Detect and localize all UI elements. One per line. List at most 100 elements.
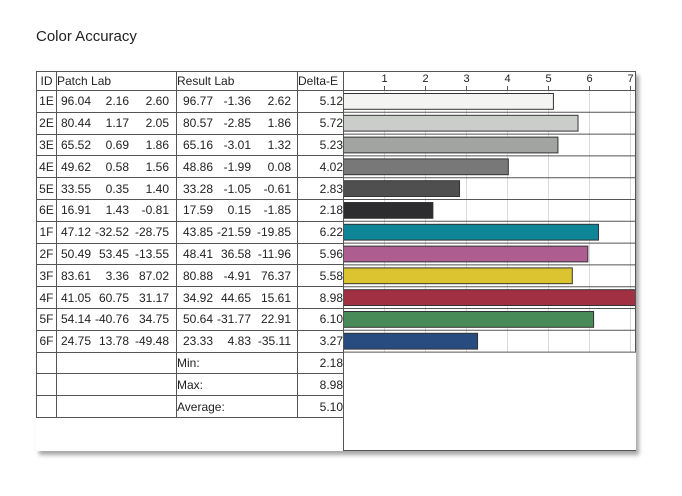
patch-lab-value: 3.36 [105, 268, 129, 283]
patch-id: 6F [36, 329, 57, 353]
patch-lab-values: 65.52 0.69 1.86 [56, 133, 177, 157]
result-lab-trio: 80.88 -4.91 76.37 [177, 269, 293, 283]
tick-label: 3 [463, 73, 469, 85]
patch-lab-value: 54.14 [60, 312, 91, 327]
patch-lab-trio: 16.91 1.43 -0.81 [57, 203, 171, 217]
patch-lab-value: 0.69 [105, 137, 129, 152]
patch-lab-value: -28.75 [134, 225, 169, 240]
patch-lab-value: 1.56 [145, 159, 169, 174]
patch-lab-value: 34.75 [138, 312, 169, 327]
patch-id: 4F [36, 286, 57, 309]
summary-blank [56, 351, 177, 375]
delta-e-value: 6.10 [297, 307, 344, 331]
result-lab-value: -11.96 [257, 246, 291, 261]
patch-lab-trio: 54.14 -40.76 34.75 [57, 312, 171, 326]
bar-3F [343, 267, 573, 285]
patch-lab-trio: 49.62 0.58 1.56 [57, 160, 171, 174]
result-lab-value: 80.88 [182, 268, 213, 283]
bar-6E [343, 202, 434, 219]
tick-label: 5 [545, 73, 551, 85]
patch-lab-value: 83.61 [60, 268, 91, 283]
result-lab-values: 43.85 -21.59 -19.85 [176, 220, 298, 244]
result-lab-trio: 65.16 -3.01 1.32 [177, 138, 293, 152]
result-lab-value: 80.57 [182, 116, 213, 131]
patch-lab-value: 16.91 [60, 203, 91, 218]
result-lab-value: -0.61 [263, 181, 291, 196]
summary-blank [56, 373, 177, 397]
result-lab-value: 0.08 [267, 159, 291, 174]
patch-lab-value: 1.40 [145, 181, 169, 196]
delta-e-value: 4.02 [297, 155, 344, 179]
patch-id: 4E [36, 155, 57, 179]
patch-lab-value: 24.75 [60, 334, 91, 349]
tick-label: 7 [627, 73, 633, 85]
table-row: 5E 33.55 0.35 1.40 33.28 -1.05 -0.61 2.83 [36, 177, 344, 200]
table-row: 2F 50.49 53.45 -13.55 48.41 36.58 -11.96 5.96 [36, 242, 344, 266]
delta-e-value: 5.23 [297, 133, 344, 157]
result-lab-value: 34.92 [182, 290, 213, 305]
table-row: 2E 80.44 1.17 2.05 80.57 -2.85 1.86 5.72 [36, 111, 344, 135]
patch-lab-value: -49.48 [134, 334, 169, 349]
patch-lab-trio: 83.61 3.36 87.02 [57, 269, 171, 283]
result-lab-values: 17.59 0.15 -1.85 [176, 198, 298, 222]
result-lab-trio: 50.64 -31.77 22.91 [177, 312, 293, 326]
delta-e-value: 5.58 [297, 264, 344, 288]
header-result-lab: Result Lab [176, 71, 298, 91]
result-lab-value: -21.59 [216, 225, 251, 240]
table-row: 6F 24.75 13.78 -49.48 23.33 4.83 -35.11 3.27 [36, 329, 344, 353]
patch-lab-trio: 41.05 60.75 31.17 [57, 291, 171, 305]
patch-lab-trio: 24.75 13.78 -49.48 [57, 334, 171, 348]
patch-lab-values: 41.05 60.75 31.17 [56, 286, 177, 309]
summary-blank [36, 373, 57, 397]
result-lab-value: 48.86 [182, 159, 213, 174]
result-lab-value: 44.65 [220, 290, 251, 305]
patch-lab-trio: 96.04 2.16 2.60 [57, 94, 171, 108]
result-lab-trio: 80.57 -2.85 1.86 [177, 116, 293, 130]
result-lab-values: 23.33 4.83 -35.11 [176, 329, 298, 353]
patch-lab-values: 80.44 1.17 2.05 [56, 111, 177, 135]
patch-lab-value: 47.12 [60, 225, 91, 240]
patch-id: 2F [36, 242, 57, 266]
bar-4E [343, 158, 509, 176]
header-id: ID [36, 71, 57, 91]
summary-label: Max: [176, 373, 298, 397]
patch-lab-value: 2.05 [145, 116, 169, 131]
result-lab-value: -1.36 [223, 94, 251, 109]
bar-2F [343, 245, 589, 263]
patch-id: 3E [36, 133, 57, 157]
patch-id: 2E [36, 111, 57, 135]
result-lab-trio: 34.92 44.65 15.61 [177, 291, 293, 305]
table-row: 3F 83.61 3.36 87.02 80.88 -4.91 76.37 5.58 [36, 264, 344, 288]
patch-lab-value: 41.05 [60, 290, 91, 305]
patch-id: 3F [36, 264, 57, 288]
summary-row: Max: 8.98 [36, 373, 344, 397]
patch-lab-trio: 50.49 53.45 -13.55 [57, 247, 171, 261]
tick-label: 2 [422, 73, 428, 85]
result-lab-values: 33.28 -1.05 -0.61 [176, 177, 298, 200]
delta-e-bar-chart: 1 2 3 4 5 6 7 [343, 71, 636, 451]
patch-id: 6E [36, 198, 57, 222]
patch-lab-value: 0.35 [105, 181, 129, 196]
table-row: 6E 16.91 1.43 -0.81 17.59 0.15 -1.85 2.18 [36, 198, 344, 222]
result-lab-value: 96.77 [182, 94, 213, 109]
table-row: 3E 65.52 0.69 1.86 65.16 -3.01 1.32 5.23 [36, 133, 344, 157]
result-lab-trio: 33.28 -1.05 -0.61 [177, 182, 293, 196]
bar-2E [343, 114, 579, 132]
result-lab-values: 65.16 -3.01 1.32 [176, 133, 298, 157]
bar-3E [343, 136, 559, 154]
color-accuracy-table: ID Patch Lab Result Lab Delta-E 1E 96.04 2… [36, 71, 636, 451]
table-row: 1E 96.04 2.16 2.60 96.77 -1.36 2.62 5.12 [36, 90, 344, 113]
patch-lab-values: 16.91 1.43 -0.81 [56, 198, 177, 222]
patch-lab-value: -0.81 [141, 203, 169, 218]
delta-e-value: 5.72 [297, 111, 344, 135]
result-lab-values: 80.57 -2.85 1.86 [176, 111, 298, 135]
result-lab-value: 23.33 [182, 334, 213, 349]
result-lab-value: 50.64 [182, 312, 213, 327]
patch-lab-values: 24.75 13.78 -49.48 [56, 329, 177, 353]
delta-e-value: 2.18 [297, 198, 344, 222]
bar-1F [343, 223, 600, 241]
result-lab-value: 0.15 [227, 203, 251, 218]
patch-lab-value: 60.75 [98, 290, 129, 305]
patch-lab-value: 87.02 [138, 268, 169, 283]
patch-lab-trio: 65.52 0.69 1.86 [57, 138, 171, 152]
